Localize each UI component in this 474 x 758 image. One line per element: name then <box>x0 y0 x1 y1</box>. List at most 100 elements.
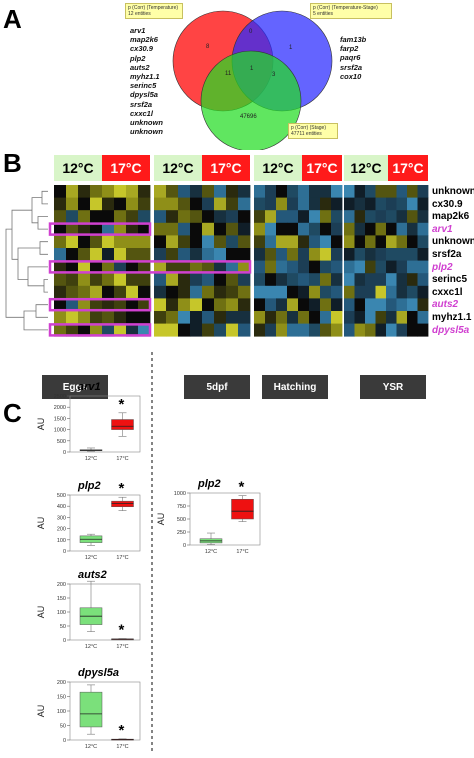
heatmap-cell <box>331 323 343 337</box>
heatmap-cell <box>309 323 321 337</box>
heatmap-cell <box>202 248 215 261</box>
heatmap-cell <box>114 273 127 287</box>
heatmap-cell <box>287 197 299 211</box>
venn-stage-circle <box>200 50 302 150</box>
y-tick-label: 100 <box>57 538 66 544</box>
heatmap-cell <box>226 285 239 299</box>
heatmap-cell <box>386 298 397 312</box>
heatmap-cell <box>417 248 429 261</box>
heatmap-cell <box>214 248 227 261</box>
heatmap-cell <box>226 298 239 312</box>
heatmap-cell <box>298 273 310 287</box>
y-tick-label: 50 <box>60 624 66 630</box>
heatmap-cell <box>365 285 376 299</box>
heatmap-cell <box>226 235 239 249</box>
x-tick-label: 17°C <box>116 456 128 462</box>
heatmap-cell <box>114 248 127 261</box>
heatmap-cell <box>154 298 167 312</box>
heatmap-cell <box>375 311 387 324</box>
y-axis-label: AU <box>36 418 46 431</box>
heatmap-cell <box>90 323 103 337</box>
heatmap-cell <box>254 222 266 236</box>
heatmap-cell <box>276 248 288 261</box>
heatmap-cell <box>178 235 191 249</box>
heatmap-cell <box>265 222 277 236</box>
heatmap-cell <box>331 260 343 274</box>
heatmap-cell <box>166 197 179 211</box>
heatmap-cell <box>114 260 127 274</box>
heatmap-cell <box>78 248 91 261</box>
heatmap-cell <box>166 185 179 198</box>
heatmap-cell <box>287 311 299 324</box>
heatmap-cell <box>202 235 215 249</box>
heatmap-cell <box>354 222 366 236</box>
box <box>79 691 103 728</box>
heatmap-cell <box>386 185 397 198</box>
heatmap-cell <box>190 197 203 211</box>
x-tick-label: 17°C <box>116 744 128 750</box>
y-tick-label: 200 <box>57 582 66 588</box>
heatmap-cell <box>276 323 288 337</box>
ysr-17c-header: 17°C <box>388 155 428 181</box>
heatmap-cell <box>254 273 266 287</box>
heatmap-cell <box>265 210 277 224</box>
box <box>231 498 254 520</box>
heatmap-cell <box>166 222 179 236</box>
heatmap-cell <box>66 210 79 224</box>
heatmap-svg <box>5 185 429 337</box>
heatmap-cell <box>66 311 79 324</box>
heatmap-cell <box>214 273 227 287</box>
y-tick-label: 150 <box>57 596 66 602</box>
stage-hatching: Hatching <box>262 375 328 399</box>
x-tick-label: 12°C <box>85 555 97 561</box>
box <box>111 500 134 508</box>
heatmap-cell <box>365 235 376 249</box>
heatmap-cell <box>114 235 127 249</box>
heatmap-cell <box>138 185 151 198</box>
dendrogram-branch <box>31 197 42 224</box>
heatmap-cell <box>54 185 67 198</box>
heatmap-cell <box>407 323 418 337</box>
venn-count-all: 1 <box>250 66 254 72</box>
heatmap-cell <box>417 273 429 287</box>
heatmap-cell <box>298 222 310 236</box>
gene-name: unknown <box>130 118 163 128</box>
heatmap-cell <box>214 235 227 249</box>
heatmap-cell <box>166 235 179 249</box>
heatmap-cell <box>287 185 299 198</box>
heatmap-cell <box>344 273 355 287</box>
y-tick-label: 0 <box>63 450 66 456</box>
heatmap-cell <box>396 298 408 312</box>
heatmap-cell <box>202 222 215 236</box>
heatmap-cell <box>90 235 103 249</box>
heatmap-cell <box>396 185 408 198</box>
heatmap-cell <box>202 185 215 198</box>
heatmap-cell <box>365 323 376 337</box>
heatmap-cell <box>331 285 343 299</box>
heatmap-cell <box>54 248 67 261</box>
heatmap-cell <box>126 273 139 287</box>
heatmap-cell <box>78 222 91 236</box>
significance-star: * <box>119 396 125 413</box>
heatmap-cell <box>287 222 299 236</box>
heatmap-cell <box>190 185 203 198</box>
heatmap-cell <box>54 197 67 211</box>
heatmap-cell <box>407 285 418 299</box>
heatmap-cell <box>214 197 227 211</box>
plot-frame <box>69 395 141 453</box>
heatmap-cell <box>354 210 366 224</box>
heatmap-cell <box>178 222 191 236</box>
heatmap-cell <box>298 185 310 198</box>
plot-frame <box>69 494 141 552</box>
y-tick-label: 100 <box>57 610 66 616</box>
x-tick-label: 17°C <box>236 549 248 555</box>
heatmap-cell <box>202 298 215 312</box>
heatmap-gene-label: serinc5 <box>432 274 468 286</box>
heatmap-cell <box>254 235 266 249</box>
heatmap-cell <box>287 210 299 224</box>
heatmap-cell <box>287 298 299 312</box>
plot-title: dpysl5a <box>78 667 119 679</box>
heatmap-cell <box>309 311 321 324</box>
heatmap-cell <box>138 260 151 274</box>
venn-count-red-green: 11 <box>225 71 232 77</box>
